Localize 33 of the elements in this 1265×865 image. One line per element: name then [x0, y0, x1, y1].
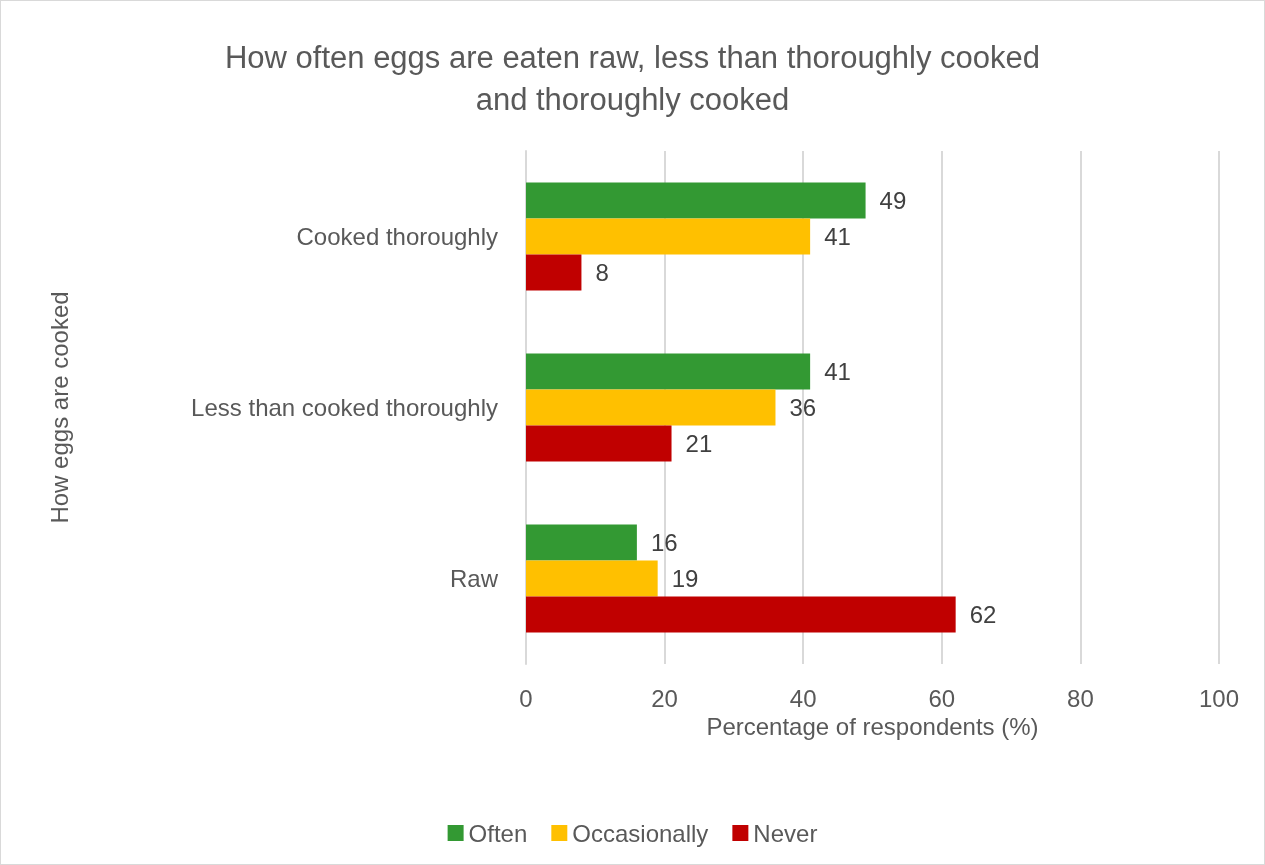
legend-label: Occasionally: [572, 819, 709, 847]
legend-label: Often: [468, 819, 528, 847]
x-tick-label: 60: [928, 684, 956, 712]
legend-label: Never: [753, 819, 818, 847]
data-label: 8: [595, 259, 609, 286]
data-label: 19: [671, 565, 699, 592]
data-label: 49: [879, 187, 907, 214]
bar: [526, 218, 811, 255]
y-tick-label: Less than cooked thoroughly: [191, 394, 498, 421]
y-axis-title: How eggs are cooked: [45, 291, 73, 524]
bar: [526, 524, 637, 561]
y-tick-label: Cooked thoroughly: [296, 223, 498, 250]
x-tick-label: 100: [1198, 684, 1240, 712]
bar: [526, 560, 658, 597]
x-tick-label: 80: [1067, 684, 1094, 712]
data-label: 36: [789, 394, 817, 421]
y-tick-label: Raw: [449, 565, 499, 592]
x-tick-label: 20: [651, 684, 678, 712]
x-tick-label: 0: [519, 684, 533, 712]
x-tick-label: 40: [789, 684, 817, 712]
data-label: 62: [969, 601, 997, 628]
data-label: 41: [824, 358, 851, 385]
bar: [526, 425, 672, 462]
bar: [526, 254, 582, 291]
data-label: 41: [824, 223, 851, 250]
bar: [526, 182, 866, 219]
bar: [526, 353, 811, 390]
bar: [526, 389, 776, 426]
x-axis-title: Percentage of respondents (%): [706, 713, 1039, 741]
data-label: 21: [685, 430, 713, 457]
bar: [526, 596, 956, 633]
data-label: 16: [650, 529, 678, 556]
chart-title: How often eggs are eaten raw, less than thoroughly cooked and thoroughly cooked: [224, 39, 1041, 117]
